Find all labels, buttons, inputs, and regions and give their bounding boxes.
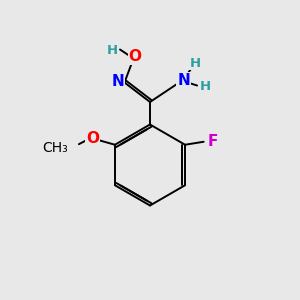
Text: F: F [208,134,218,149]
Text: H: H [200,80,211,94]
Text: N: N [177,73,190,88]
Text: H: H [189,56,201,70]
Text: O: O [128,50,142,64]
Text: O: O [86,131,99,146]
Text: H: H [107,44,118,58]
Text: N: N [112,74,124,88]
Text: CH₃: CH₃ [43,141,68,155]
